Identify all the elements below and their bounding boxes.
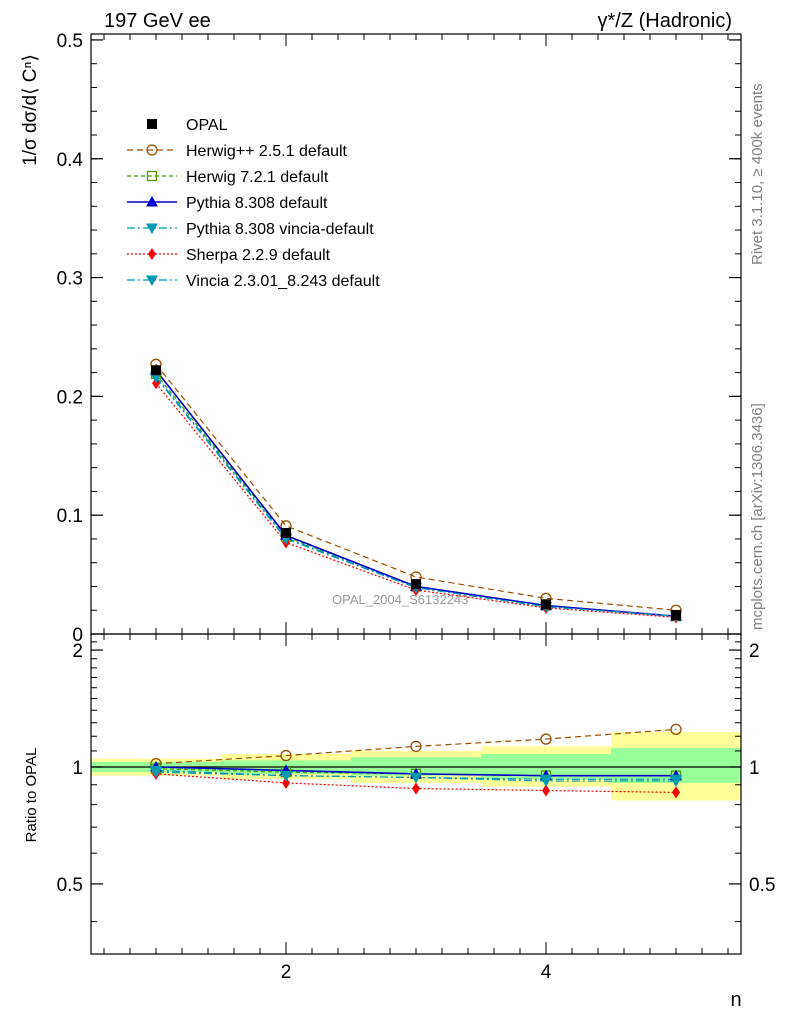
legend-label: OPAL (186, 117, 228, 134)
main-series-line (155, 382, 677, 618)
legend-label: Herwig++ 2.5.1 default (186, 143, 348, 160)
main-data-point (411, 579, 421, 590)
ratio-data-point (150, 767, 162, 779)
header-left-title: 197 GeV ee (104, 10, 211, 32)
ratio-data-point (670, 723, 682, 736)
legend-label: Herwig 7.2.1 default (186, 169, 329, 186)
x-tick-label: 4 (541, 962, 552, 983)
main-data-point (151, 365, 161, 376)
legend-label: Sherpa 2.2.9 default (186, 247, 331, 264)
legend-marker (146, 196, 158, 207)
ratio-y-tick-label-left: 1 (72, 758, 83, 779)
main-data-point (150, 372, 162, 384)
ratio-data-point (412, 782, 420, 795)
mcplots-label: mcplots.cern.ch [arXiv:1306.3436] (749, 403, 766, 630)
ratio-data-point (280, 749, 292, 762)
main-data-point (541, 599, 551, 610)
ratio-data-point (670, 776, 682, 788)
ratio-y-tick-label-right: 1 (749, 758, 760, 779)
legend-marker (146, 170, 158, 182)
ratio-data-point (410, 772, 422, 784)
legend-marker (146, 275, 158, 286)
legend-marker (147, 119, 157, 129)
ratio-data-point (540, 776, 552, 788)
main-y-tick-label: 0.5 (57, 31, 83, 52)
legend-marker (146, 223, 158, 234)
ratio-y-tick-label-left: 0.5 (57, 875, 83, 896)
ratio-series-line (155, 728, 677, 765)
analysis-watermark: OPAL_2004_S6132243 (332, 592, 468, 607)
ratio-y-tick-label-right: 2 (749, 641, 760, 662)
main-series-line (155, 363, 677, 611)
ratio-data-point (410, 740, 422, 753)
main-y-tick-label: 0.2 (57, 387, 83, 408)
ratio-data-point (672, 786, 680, 799)
main-y-tick-label: 0 (72, 625, 83, 646)
legend-label: Pythia 8.308 default (186, 195, 328, 212)
main-y-tick-label: 0.4 (57, 150, 84, 171)
ratio-data-point (542, 784, 550, 797)
main-plot-panel: OPAL_2004_S6132243 0 0.1 0.2 0.3 0.4 0.5 1/σ … (20, 31, 742, 646)
ratio-y-tick-label-left: 2 (72, 641, 83, 662)
legend: OPAL Herwig++ 2.5.1 default Herwig 7.2.1 d… (127, 117, 380, 290)
main-y-axis-label: 1/σ dσ/d⟨ Cⁿ⟩ (20, 54, 41, 166)
x-axis-label: n (730, 989, 741, 1011)
legend-marker (146, 144, 158, 156)
ratio-data-point (280, 771, 292, 782)
ratio-y-axis-label: Ratio to OPAL (23, 748, 40, 843)
x-tick-label: 2 (281, 962, 292, 983)
ratio-data-point (282, 776, 290, 789)
legend-label: Vincia 2.3.01_8.243 default (186, 273, 380, 290)
legend-label: Pythia 8.308 vincia-default (186, 221, 374, 238)
ratio-plot-panel: 0.5 0.5 1 1 2 2 2 4 Ratio to OPAL n (23, 633, 775, 1011)
main-y-tick-label: 0.3 (57, 269, 83, 290)
main-data-point (281, 528, 291, 539)
legend-marker (148, 248, 156, 260)
header-right-title: γ*/Z (Hadronic) (598, 10, 732, 32)
ratio-y-tick-label-right: 0.5 (749, 875, 775, 896)
rivet-version-label: Rivet 3.1.10, ≥ 400k events (749, 83, 766, 265)
ratio-plot-frame (90, 633, 742, 955)
main-y-tick-label: 0.1 (57, 506, 83, 527)
main-data-point (671, 609, 681, 620)
ratio-data-point (540, 733, 552, 745)
